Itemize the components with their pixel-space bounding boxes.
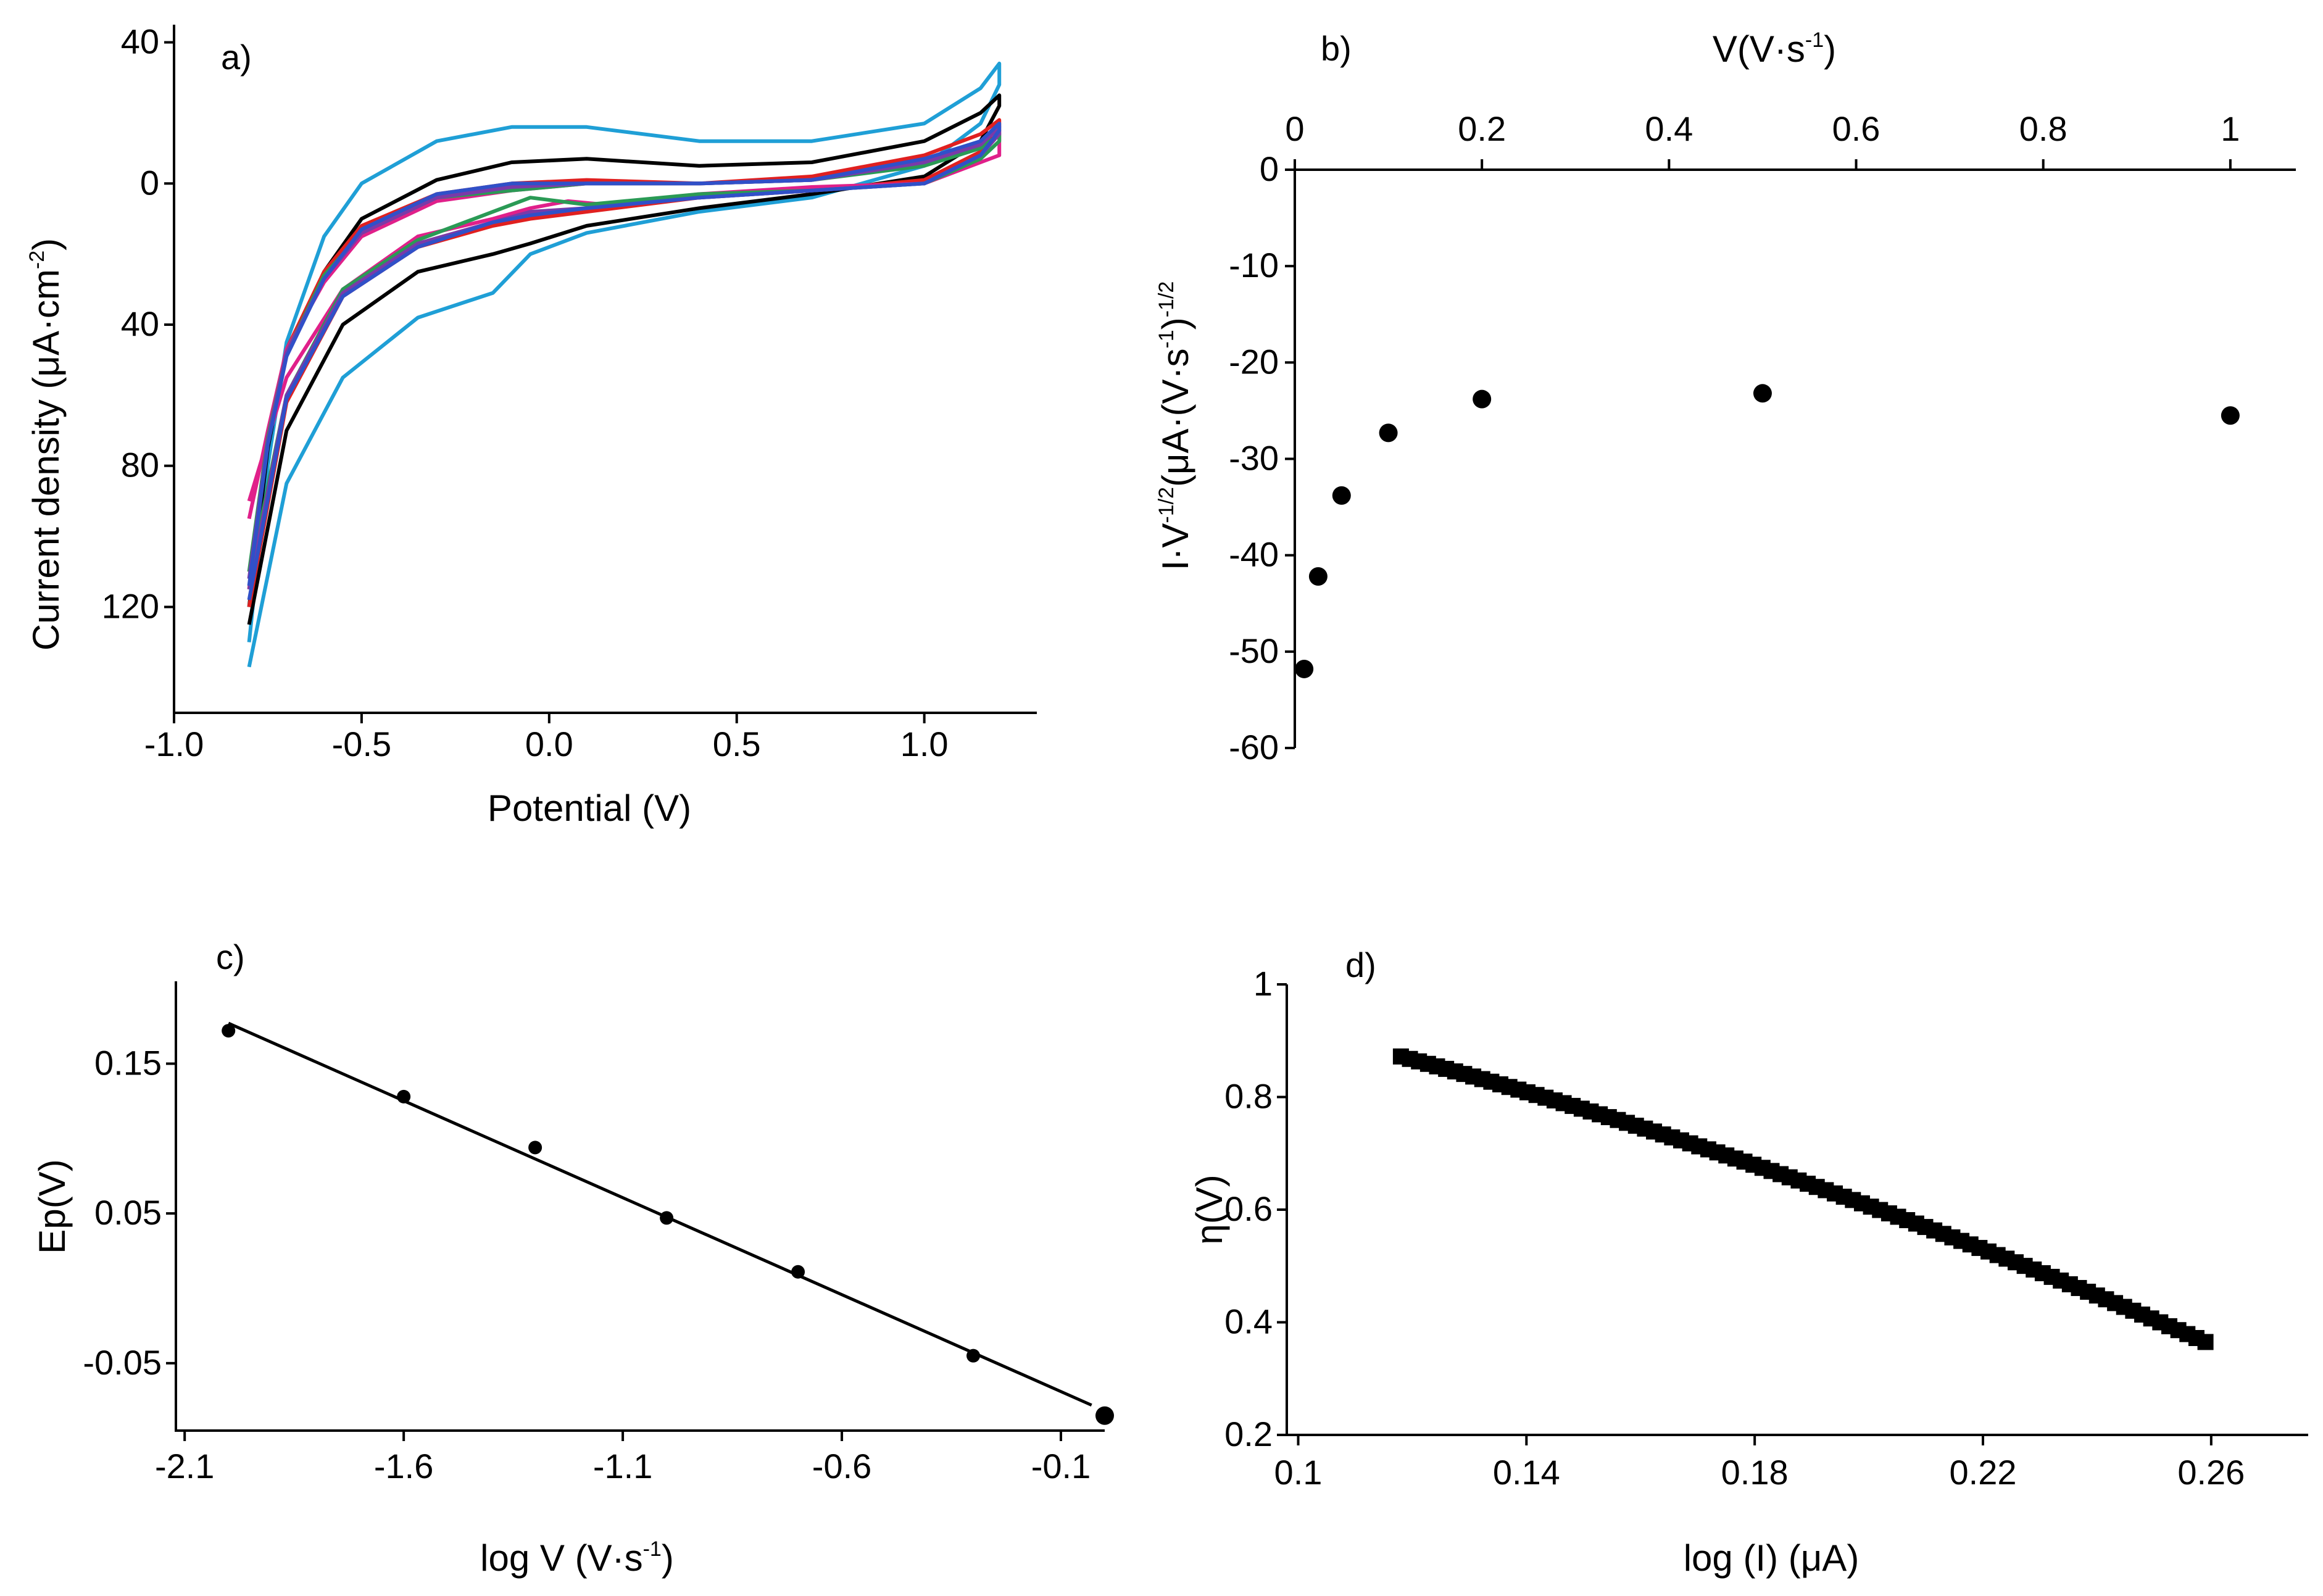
- panel-a-y-tick-label: 40: [121, 304, 159, 343]
- panel-d-y-tick-label: 0.8: [1224, 1077, 1273, 1116]
- panel-c-y-tick-label: 0.05: [94, 1193, 162, 1232]
- panel-b-y-tick-label: -30: [1229, 439, 1279, 478]
- panel-d-x-tick-label: 0.1: [1274, 1453, 1323, 1492]
- panel-a-y-label-text: Current density (μA·cm: [25, 269, 67, 650]
- panel-b-x-label-tail: ): [1824, 28, 1836, 70]
- panel-b-scatter: b) 0 0.2 0.4 0.6 0.8 1 0 -10 -20 -30 -40 -50 -60 V(V…: [1155, 28, 2296, 767]
- panel-c-x-tick-label: -0.1: [1031, 1447, 1091, 1486]
- panel-d-y-label: η(V): [1189, 1174, 1230, 1244]
- panel-a-y-tick-label: 0: [140, 163, 159, 202]
- panel-b-y-label: I·V-1/2(μA·(V·s-1)-1/2: [1155, 281, 1196, 571]
- panel-c-x-tick-label: -1.1: [593, 1447, 653, 1486]
- panel-b-y-tick-label: -40: [1229, 535, 1279, 574]
- panel-a-y-tick-label: 120: [102, 586, 159, 625]
- panel-c-scatter-fit: c) -2.1 -1.6 -1.1 -0.6 -0.1 0.15 0.05 -0.05 log…: [31, 937, 1114, 1579]
- panel-b-y-label-mid: (μA·(V·s: [1155, 349, 1196, 488]
- panel-c-x-label: log V (V·s-1): [480, 1537, 674, 1579]
- panel-b-y-label-mid2: ): [1155, 317, 1196, 330]
- panel-b-data-point: [1308, 567, 1328, 586]
- panel-a-y-tick-label: 40: [121, 22, 159, 61]
- panel-b-y-label-text: I·V: [1155, 523, 1196, 571]
- panel-a-x-tick-label: 1.0: [900, 725, 949, 763]
- panel-c-data-point: [528, 1141, 542, 1155]
- panel-a-label: a): [221, 38, 252, 77]
- panel-a-y-tick-label: 80: [121, 446, 159, 484]
- panel-d-y-tick-label: 0.6: [1224, 1189, 1273, 1228]
- cv-purple-curve: [247, 125, 1002, 590]
- cv-green-curve: [247, 132, 1002, 580]
- panel-c-data-point: [222, 1024, 236, 1038]
- panel-a-y-label-tail: ): [25, 238, 67, 251]
- panel-a-x-tick-label: -1.0: [144, 725, 204, 763]
- panel-d-x-tick-label: 0.26: [2177, 1453, 2245, 1492]
- panel-a-x-tick-label: 0.0: [525, 725, 573, 763]
- cv-cyan-curve: [247, 61, 1002, 668]
- panel-b-x-label: V(V·s-1): [1713, 28, 1836, 70]
- panel-a-x-label: Potential (V): [488, 788, 691, 829]
- panel-a-x-tick-label: 0.5: [713, 725, 761, 763]
- panel-d-scatter: d) 0.1 0.14 0.18 0.22 0.26 1 0.8 0.6 0.4 0.2 log …: [1189, 946, 2308, 1579]
- cv-magenta-curve: [247, 128, 1002, 520]
- panel-b-data-point: [1379, 423, 1398, 443]
- panel-d-label: d): [1345, 946, 1376, 984]
- panel-d-x-tick-label: 0.14: [1493, 1453, 1560, 1492]
- panel-b-y-tick-label: -60: [1229, 728, 1279, 767]
- panel-b-x-tick-label: 0.6: [1832, 109, 1880, 148]
- panel-c-data-point: [791, 1265, 805, 1279]
- panel-a-x-tick-label: -0.5: [332, 725, 392, 763]
- panel-d-y-tick-label: 1: [1253, 964, 1273, 1003]
- panel-c-y-tick-label: 0.15: [94, 1043, 162, 1082]
- panel-b-x-tick-label: 0.8: [2019, 109, 2067, 148]
- panel-c-fit-line: [228, 1021, 1092, 1407]
- panel-b-data-point: [1332, 486, 1351, 505]
- panel-b-y-tick-label: 0: [1260, 149, 1279, 188]
- panel-b-y-tick-label: -20: [1229, 342, 1279, 381]
- panel-b-x-label-sup: -1: [1805, 28, 1824, 52]
- panel-c-data-point: [660, 1211, 674, 1225]
- panel-d-x-tick-label: 0.22: [1949, 1453, 2016, 1492]
- panel-b-x-label-text: V(V·s: [1713, 28, 1805, 70]
- panel-b-label: b): [1321, 29, 1352, 68]
- panel-a-cyclic-voltammogram: a) -1.0 -0.5 0.0 0.5 1.0 40 0 40 80 120 Potential…: [25, 22, 1037, 829]
- panel-b-x-tick-label: 0: [1285, 109, 1304, 148]
- panel-c-y-tick-label: -0.05: [83, 1343, 162, 1382]
- panel-b-data-point: [2221, 406, 2240, 425]
- panel-b-y-label-sup2: -1: [1155, 330, 1178, 348]
- panel-c-data-point: [1095, 1406, 1114, 1425]
- panel-d-y-tick-label: 0.2: [1224, 1415, 1273, 1453]
- panel-c-y-label: Ep(V): [31, 1159, 73, 1253]
- panel-d-data-point: [2197, 1334, 2214, 1350]
- panel-c-x-tick-label: -1.6: [374, 1447, 434, 1486]
- panel-b-y-label-sup: -1/2: [1155, 487, 1178, 523]
- panel-d-y-tick-label: 0.4: [1224, 1302, 1273, 1341]
- panel-c-data-point: [397, 1089, 411, 1103]
- panel-b-y-label-sup3: -1/2: [1155, 281, 1178, 318]
- panel-b-data-point: [1753, 384, 1772, 403]
- panel-c-x-label-tail: ): [662, 1537, 674, 1579]
- panel-b-y-tick-label: -10: [1229, 246, 1279, 285]
- panel-c-x-tick-label: -2.1: [155, 1447, 215, 1486]
- panel-c-x-label-sup: -1: [643, 1537, 662, 1561]
- cv-red-curve: [247, 118, 1002, 608]
- panel-c-x-tick-label: -0.6: [812, 1447, 872, 1486]
- panel-c-label: c): [216, 937, 245, 976]
- panel-b-x-tick-label: 1: [2221, 109, 2240, 148]
- panel-b-x-tick-label: 0.2: [1458, 109, 1506, 148]
- panel-b-data-point: [1295, 659, 1314, 678]
- panel-d-x-tick-label: 0.18: [1721, 1453, 1789, 1492]
- panel-b-x-tick-label: 0.4: [1645, 109, 1693, 148]
- panel-a-y-label: Current density (μA·cm-2): [25, 238, 67, 650]
- cv-black-curve: [247, 93, 1002, 625]
- panel-c-x-label-text: log V (V·s: [480, 1537, 642, 1579]
- panel-c-data-point: [966, 1349, 981, 1363]
- panel-b-y-tick-label: -50: [1229, 631, 1279, 670]
- panel-b-data-point: [1473, 389, 1492, 409]
- panel-d-x-label: log (I) (μA): [1684, 1537, 1860, 1579]
- cv-blue-curve: [247, 122, 1002, 601]
- panel-a-y-label-sup: -2: [25, 251, 49, 269]
